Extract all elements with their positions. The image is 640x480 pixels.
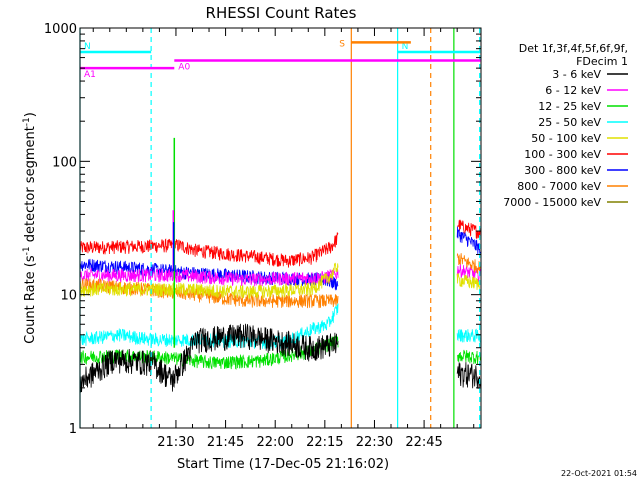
state-label-1: N — [84, 42, 91, 52]
legend-header-2: FDecim 1 — [576, 55, 628, 68]
series-line-4-part-2 — [456, 253, 481, 275]
x-tick-label-6: 22:45 — [405, 435, 442, 450]
y-axis: 1000 100 10 1 — [44, 22, 481, 437]
y-tick-label-1: 1000 — [44, 22, 77, 37]
series-line-1-part-1 — [79, 232, 339, 268]
y-axis-label: Count Rate (s-1 detector segment-1) — [22, 112, 38, 344]
series-line-3-part-1 — [79, 267, 339, 287]
legend: Det 1f,3f,4f,5f,6f,9f,FDecim 13 - 6 keV 6… — [503, 42, 628, 209]
x-tick-label-3: 22:00 — [256, 435, 293, 450]
series-line-2-part-2 — [456, 226, 481, 256]
plot-area: N N A0 A1 S — [79, 28, 481, 428]
series-line-7-part-2 — [456, 349, 481, 365]
legend-label-3: 12 - 25 keV — [538, 100, 601, 113]
legend-label-5: 50 - 100 keV — [531, 132, 601, 145]
y-tick-label-4: 1 — [69, 422, 77, 437]
legend-label-1: 3 - 6 keV — [552, 68, 601, 81]
legend-header-1: Det 1f,3f,4f,5f,6f,9f, — [519, 42, 628, 55]
x-tick-label-1: 21:30 — [157, 435, 194, 450]
y-tick-label-3: 10 — [60, 289, 77, 304]
series-line-5-part-2 — [456, 273, 481, 292]
x-tick-label-2: 21:45 — [207, 435, 244, 450]
series-line-1-part-2 — [457, 219, 481, 240]
legend-label-8: 800 - 7000 keV — [517, 180, 601, 193]
state-label-2: N — [402, 42, 409, 52]
chart-title: RHESSI Count Rates — [206, 4, 357, 22]
series-line-8-part-2 — [456, 362, 481, 390]
x-tick-label-4: 22:15 — [306, 435, 343, 450]
legend-label-6: 100 - 300 keV — [524, 148, 601, 161]
legend-label-9: 7000 - 15000 keV — [503, 196, 601, 209]
state-label-5: S — [339, 39, 345, 49]
state-label-3: A0 — [178, 63, 190, 73]
x-axis: 21:30 21:45 22:00 22:15 22:30 22:45 — [92, 28, 475, 450]
timestamp: 22-Oct-2021 01:54 — [561, 469, 637, 478]
legend-label-4: 25 - 50 keV — [538, 116, 601, 129]
series-line-6-part-2 — [456, 328, 481, 343]
x-tick-label-5: 22:30 — [356, 435, 393, 450]
y-tick-label-2: 100 — [52, 155, 77, 170]
plot-frame — [79, 27, 482, 429]
series-line-8-part-1 — [79, 323, 339, 393]
series-line-5-part-1 — [79, 262, 339, 299]
legend-label-7: 300 - 800 keV — [524, 164, 601, 177]
state-label-4: A1 — [84, 70, 96, 80]
legend-label-2: 6 - 12 keV — [545, 84, 601, 97]
x-axis-label: Start Time (17-Dec-05 21:16:02) — [177, 457, 389, 472]
